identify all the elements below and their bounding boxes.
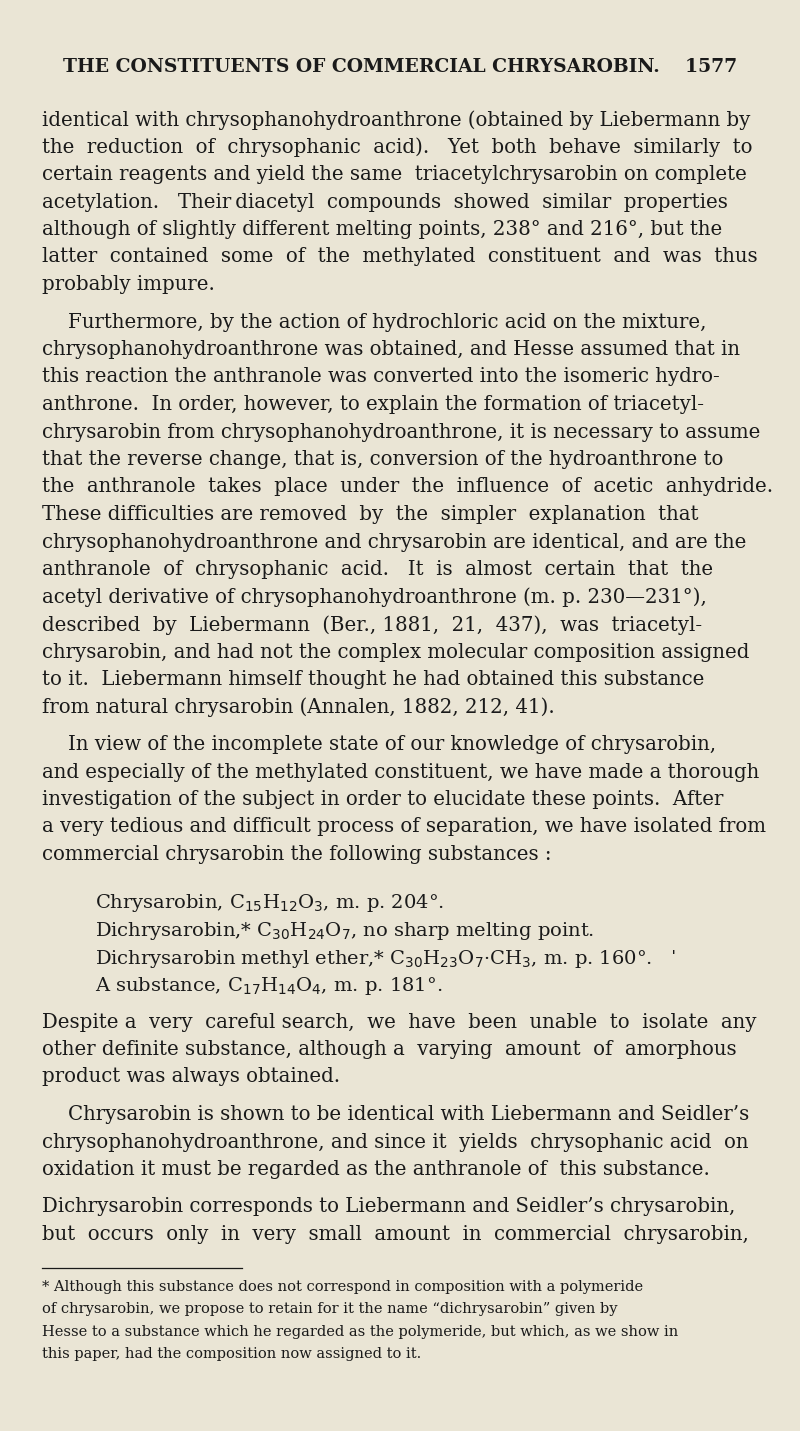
Text: to it.  Liebermann himself thought he had obtained this substance: to it. Liebermann himself thought he had… bbox=[42, 670, 704, 688]
Text: other definite substance, although a  varying  amount  of  amorphous: other definite substance, although a var… bbox=[42, 1040, 737, 1059]
Text: a very tedious and difficult process of separation, we have isolated from: a very tedious and difficult process of … bbox=[42, 817, 766, 837]
Text: of chrysarobin, we propose to retain for it the name “dichrysarobin” given by: of chrysarobin, we propose to retain for… bbox=[42, 1302, 618, 1317]
Text: Chrysarobin, C$_{15}$H$_{12}$O$_3$, m. p. 204°.: Chrysarobin, C$_{15}$H$_{12}$O$_3$, m. p… bbox=[95, 893, 444, 914]
Text: THE CONSTITUENTS OF COMMERCIAL CHRYSAROBIN.  1577: THE CONSTITUENTS OF COMMERCIAL CHRYSAROB… bbox=[63, 59, 737, 76]
Text: Hesse to a substance which he regarded as the polymeride, but which, as we show : Hesse to a substance which he regarded a… bbox=[42, 1325, 678, 1338]
Text: Dichrysarobin corresponds to Liebermann and Seidler’s chrysarobin,: Dichrysarobin corresponds to Liebermann … bbox=[42, 1198, 735, 1216]
Text: identical with chrysophanohydroanthrone (obtained by Liebermann by: identical with chrysophanohydroanthrone … bbox=[42, 110, 750, 130]
Text: * Although this substance does not correspond in composition with a polymeride: * Although this substance does not corre… bbox=[42, 1279, 643, 1294]
Text: Dichrysarobin methyl ether,* C$_{30}$H$_{23}$O$_7$·CH$_3$, m. p. 160°.   ˈ: Dichrysarobin methyl ether,* C$_{30}$H$_… bbox=[95, 947, 676, 969]
Text: the  reduction  of  chrysophanic  acid).   Yet  both  behave  similarly  to: the reduction of chrysophanic acid). Yet… bbox=[42, 137, 753, 157]
Text: commercial chrysarobin the following substances :: commercial chrysarobin the following sub… bbox=[42, 844, 551, 864]
Text: Despite a  very  careful search,  we  have  been  unable  to  isolate  any: Despite a very careful search, we have b… bbox=[42, 1013, 757, 1032]
Text: although of slightly different melting points, 238° and 216°, but the: although of slightly different melting p… bbox=[42, 220, 722, 239]
Text: chrysophanohydroanthrone, and since it  yields  chrysophanic acid  on: chrysophanohydroanthrone, and since it y… bbox=[42, 1132, 749, 1152]
Text: certain reagents and yield the same  triacetylchrysarobin on complete: certain reagents and yield the same tria… bbox=[42, 165, 747, 185]
Text: chrysarobin, and had not the complex molecular composition assigned: chrysarobin, and had not the complex mol… bbox=[42, 643, 750, 661]
Text: A substance, C$_{17}$H$_{14}$O$_4$, m. p. 181°.: A substance, C$_{17}$H$_{14}$O$_4$, m. p… bbox=[95, 975, 442, 997]
Text: chrysophanohydroanthrone and chrysarobin are identical, and are the: chrysophanohydroanthrone and chrysarobin… bbox=[42, 532, 746, 551]
Text: oxidation it must be regarded as the anthranole of  this substance.: oxidation it must be regarded as the ant… bbox=[42, 1161, 710, 1179]
Text: probably impure.: probably impure. bbox=[42, 275, 215, 293]
Text: the  anthranole  takes  place  under  the  influence  of  acetic  anhydride.: the anthranole takes place under the inf… bbox=[42, 478, 773, 497]
Text: chrysarobin from chrysophanohydroanthrone, it is necessary to assume: chrysarobin from chrysophanohydroanthron… bbox=[42, 422, 760, 442]
Text: These difficulties are removed  by  the  simpler  explanation  that: These difficulties are removed by the si… bbox=[42, 505, 698, 524]
Text: investigation of the subject in order to elucidate these points.  After: investigation of the subject in order to… bbox=[42, 790, 723, 809]
Text: Chrysarobin is shown to be identical with Liebermann and Seidler’s: Chrysarobin is shown to be identical wit… bbox=[68, 1105, 750, 1123]
Text: this paper, had the composition now assigned to it.: this paper, had the composition now assi… bbox=[42, 1347, 422, 1361]
Text: Dichrysarobin,* C$_{30}$H$_{24}$O$_7$, no sharp melting point.: Dichrysarobin,* C$_{30}$H$_{24}$O$_7$, n… bbox=[95, 920, 594, 942]
Text: from natural chrysarobin (Annalen, 1882, 212, 41).: from natural chrysarobin (Annalen, 1882,… bbox=[42, 697, 554, 717]
Text: anthrone.  In order, however, to explain the formation of triacetyl-: anthrone. In order, however, to explain … bbox=[42, 395, 704, 414]
Text: anthranole  of  chrysophanic  acid.   It  is  almost  certain  that  the: anthranole of chrysophanic acid. It is a… bbox=[42, 560, 713, 580]
Text: described  by  Liebermann  (Ber., 1881,  21,  437),  was  triacetyl-: described by Liebermann (Ber., 1881, 21,… bbox=[42, 615, 702, 635]
Text: In view of the incomplete state of our knowledge of chrysarobin,: In view of the incomplete state of our k… bbox=[68, 736, 716, 754]
Text: that the reverse change, that is, conversion of the hydroanthrone to: that the reverse change, that is, conver… bbox=[42, 449, 723, 469]
Text: acetylation.   Their diacetyl  compounds  showed  similar  properties: acetylation. Their diacetyl compounds sh… bbox=[42, 193, 728, 212]
Text: Furthermore, by the action of hydrochloric acid on the mixture,: Furthermore, by the action of hydrochlor… bbox=[68, 312, 706, 332]
Text: chrysophanohydroanthrone was obtained, and Hesse assumed that in: chrysophanohydroanthrone was obtained, a… bbox=[42, 341, 740, 359]
Text: acetyl derivative of chrysophanohydroanthrone (m. p. 230—231°),: acetyl derivative of chrysophanohydroant… bbox=[42, 588, 707, 607]
Text: but  occurs  only  in  very  small  amount  in  commercial  chrysarobin,: but occurs only in very small amount in … bbox=[42, 1225, 749, 1244]
Text: this reaction the anthranole was converted into the isomeric hydro-: this reaction the anthranole was convert… bbox=[42, 368, 720, 386]
Text: latter  contained  some  of  the  methylated  constituent  and  was  thus: latter contained some of the methylated … bbox=[42, 248, 758, 266]
Text: and especially of the methylated constituent, we have made a thorough: and especially of the methylated constit… bbox=[42, 763, 759, 781]
Text: product was always obtained.: product was always obtained. bbox=[42, 1068, 340, 1086]
